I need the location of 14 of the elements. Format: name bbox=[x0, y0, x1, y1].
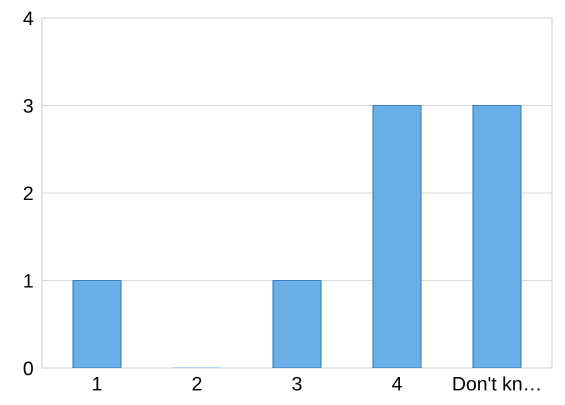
bar bbox=[272, 280, 322, 368]
y-tick-label: 0 bbox=[24, 361, 33, 376]
y-tick-label: 1 bbox=[24, 274, 33, 288]
bar bbox=[472, 104, 522, 368]
x-tick-label: 2 bbox=[192, 376, 202, 390]
bar bbox=[372, 104, 422, 368]
x-tick-label: 4 bbox=[392, 377, 402, 390]
bar bbox=[72, 280, 122, 368]
x-tick-label: 3 bbox=[292, 376, 302, 391]
y-tick-label: 4 bbox=[23, 12, 34, 26]
x-tick-label: Don't kn… bbox=[454, 376, 540, 391]
y-tick-label: 2 bbox=[24, 186, 33, 200]
y-tick-label: 3 bbox=[24, 98, 33, 113]
x-tick-label: 1 bbox=[93, 377, 102, 390]
